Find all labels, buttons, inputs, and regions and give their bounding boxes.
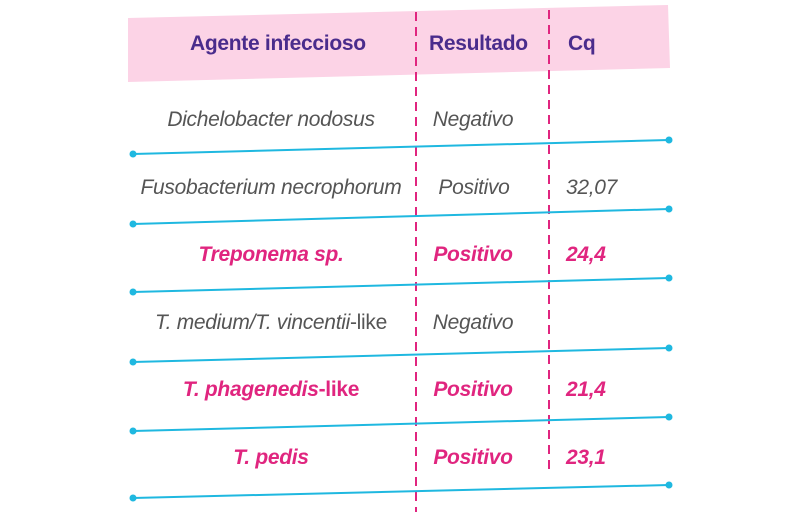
row-3-agent: Treponema sp. (198, 243, 344, 266)
row-2-result: Positivo (438, 176, 510, 199)
row-4-result: Negativo (432, 311, 514, 334)
row-line-1 (129, 136, 673, 158)
header-result: Resultado (429, 32, 528, 55)
row-5-agent-italic: T. phagenedis (182, 378, 319, 401)
header-agent: Agente infeccioso (190, 32, 366, 55)
header-cq: Cq (568, 32, 596, 55)
row-3-result: Positivo (433, 243, 513, 266)
row-2-agent: Fusobacterium necrophorum (140, 176, 402, 199)
row-1-result: Negativo (432, 108, 514, 131)
row-line-2 (129, 205, 673, 228)
row-5-agent-suffix: -like (318, 378, 360, 401)
row-3-cq: 24,4 (566, 243, 606, 266)
row-2-cq: 32,07 (566, 176, 618, 199)
row-6-cq: 23,1 (566, 446, 606, 469)
row-4-agent: T. medium/T. vincentii-like (155, 311, 387, 335)
row-4-agent-italic: T. medium/T. vincentii (155, 311, 350, 334)
row-line-3 (129, 274, 673, 296)
row-line-5 (129, 413, 673, 435)
row-6-result: Positivo (433, 446, 513, 469)
row-5-agent: T. phagenedis-like (182, 378, 360, 402)
row-5-cq: 21,4 (566, 378, 606, 401)
row-4-agent-suffix: -like (349, 311, 387, 334)
row-line-4 (129, 344, 673, 366)
row-1-agent: Dichelobacter nodosus (167, 108, 375, 131)
row-5-result: Positivo (433, 378, 513, 401)
header-background (128, 5, 670, 82)
row-6-agent: T. pedis (233, 446, 309, 469)
row-line-6 (129, 481, 673, 502)
